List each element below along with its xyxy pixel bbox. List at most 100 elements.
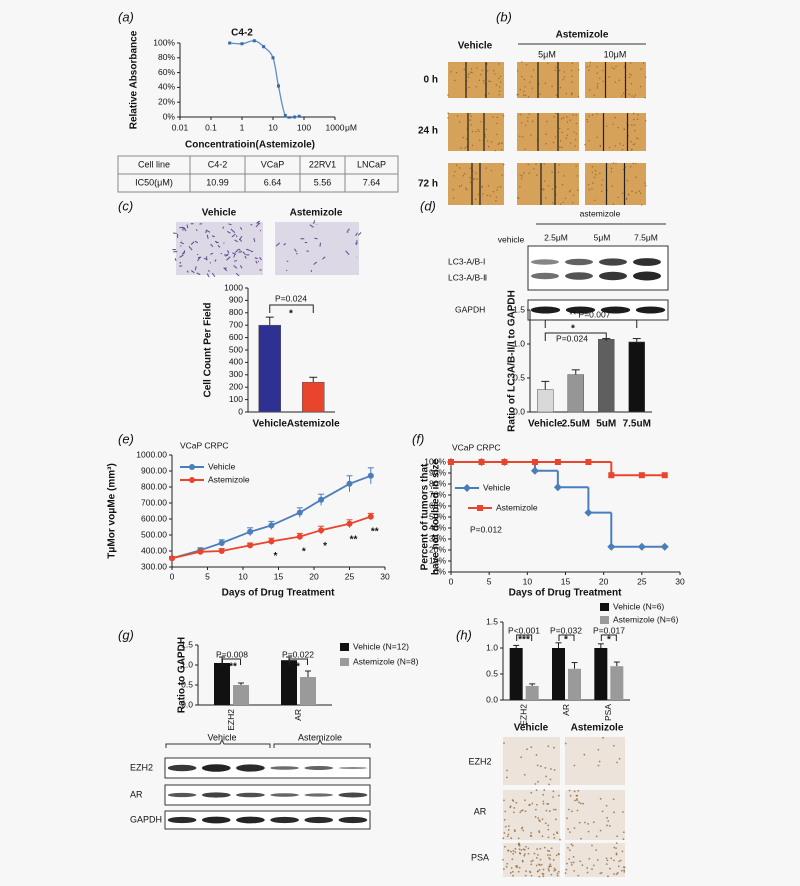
x-tick-label: 10 [238, 571, 248, 581]
stain-speck [606, 863, 608, 865]
cell-speck [597, 87, 598, 88]
stain-speck [528, 853, 530, 855]
cell-speck [551, 171, 552, 172]
stain-speck [508, 825, 510, 827]
cell-speck [224, 243, 225, 244]
stain-speck [551, 847, 553, 849]
bar [526, 686, 539, 700]
cell-speck [555, 136, 556, 137]
cell-speck [612, 185, 613, 186]
cell-speck [640, 86, 641, 87]
stain-speck [557, 875, 559, 877]
legend-label: Vehicle [208, 461, 236, 471]
cell-speck [175, 258, 176, 261]
table-cell: VCaP [261, 159, 285, 169]
cell-speck [500, 186, 501, 187]
cell-speck [594, 177, 595, 178]
cell-speck [602, 70, 603, 71]
table-cell: C4-2 [208, 159, 228, 169]
cell-speck [572, 63, 573, 64]
cell-speck [480, 121, 481, 122]
stain-speck [530, 863, 532, 865]
cell-speck [569, 191, 570, 192]
cell-speck [588, 70, 589, 71]
y-tick-label: 900 [229, 295, 243, 305]
stain-speck [607, 875, 609, 877]
marker [318, 497, 324, 503]
stain-speck [510, 851, 512, 853]
bar [537, 390, 553, 412]
x-tick-label: 5 [205, 571, 210, 581]
cell-speck [470, 182, 471, 183]
cell-speck [560, 203, 561, 204]
cell-speck [611, 168, 612, 169]
y-tick-label: 0 [238, 406, 243, 416]
stain-speck [524, 774, 526, 776]
stain-speck [574, 827, 576, 829]
cell-speck [451, 71, 452, 72]
stain-speck [619, 758, 621, 760]
cell-speck [498, 78, 499, 79]
stain-speck [524, 853, 526, 855]
stain-speck [565, 743, 567, 745]
cell-speck [578, 69, 579, 70]
cell-speck [466, 189, 467, 190]
stain-speck [518, 837, 520, 839]
lane-label: 2.5μM [544, 232, 568, 242]
bar [552, 648, 565, 700]
stain-speck [616, 852, 618, 854]
stain-speck [530, 861, 532, 863]
row-label: 72 h [418, 179, 438, 190]
stain-speck [597, 859, 599, 861]
stain-speck [537, 781, 539, 783]
blot [528, 246, 668, 290]
y-tick-label: 100% [153, 37, 175, 47]
stain-speck [586, 867, 588, 869]
cell-speck [496, 134, 497, 135]
cell-speck [584, 144, 585, 145]
cell-speck [544, 163, 545, 164]
x-tick-label: Vehicle [253, 419, 288, 430]
stain-speck [549, 865, 551, 867]
cell-speck [611, 171, 612, 172]
legend-label: Vehicle [483, 482, 511, 492]
blot-band [304, 817, 333, 823]
cell-speck [488, 146, 489, 147]
stain-speck [542, 818, 544, 820]
legend-swatch [600, 603, 609, 611]
stain-label: AR [474, 806, 487, 816]
blot-band [236, 793, 265, 798]
cell-speck [577, 190, 578, 191]
x-tick-label: 5uM [596, 419, 616, 430]
y-tick-label: 20% [158, 96, 175, 106]
stain-speck [530, 835, 532, 837]
x-tick-label: 30 [675, 576, 685, 586]
annotation: * [302, 546, 306, 557]
cell-speck [603, 81, 604, 82]
stain-speck [505, 826, 507, 828]
band-label: LC3-A/B-I [448, 256, 485, 266]
cell-speck [487, 70, 488, 71]
cell-speck [614, 117, 615, 118]
cell-speck [570, 190, 571, 191]
cell-speck [634, 94, 635, 95]
cell-speck [491, 141, 492, 142]
cell-speck [597, 137, 598, 138]
stain-speck [613, 811, 615, 813]
stain-speck [548, 870, 550, 872]
stain-speck [522, 861, 524, 863]
data-point [284, 114, 287, 117]
stain-speck [595, 849, 597, 851]
cell-speck [496, 196, 497, 197]
x-tick-label: 0 [170, 571, 175, 581]
cell-speck [615, 145, 616, 146]
cell-speck [634, 96, 635, 97]
cell-speck [470, 116, 471, 117]
x-tick-label: AR [561, 704, 571, 716]
cell-speck [524, 148, 525, 149]
stain-speck [613, 873, 615, 875]
cell-speck [236, 235, 237, 237]
stain-speck [547, 745, 549, 747]
y-tick-label: 1.0 [486, 642, 498, 652]
